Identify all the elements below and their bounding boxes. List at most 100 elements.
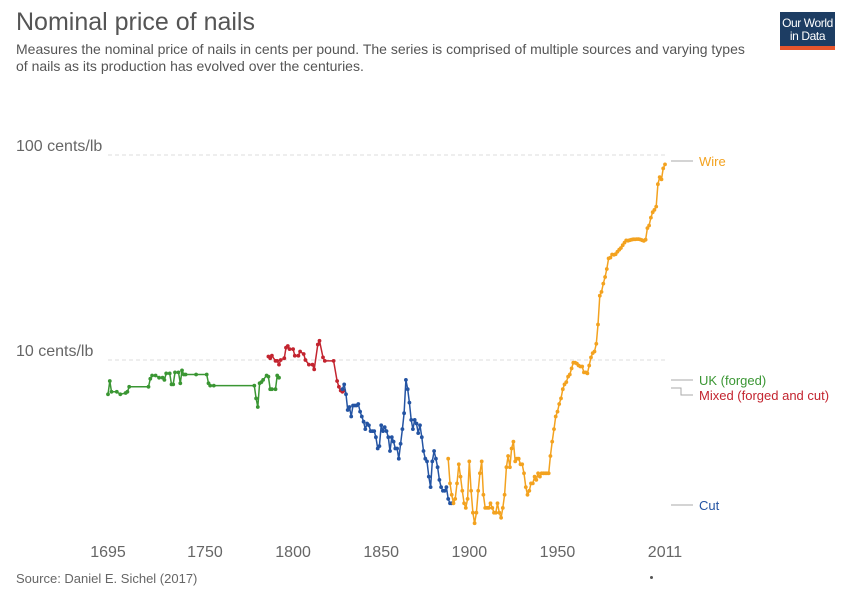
data-point-wire[interactable] (567, 372, 572, 377)
data-point-cut[interactable] (382, 425, 387, 430)
data-point-uk-forged[interactable] (183, 372, 188, 377)
data-point-cut[interactable] (349, 414, 354, 419)
data-point-cut[interactable] (377, 444, 382, 448)
data-point-cut[interactable] (398, 441, 403, 446)
end-label-uk-forged[interactable]: UK (forged) (699, 373, 766, 388)
data-point-uk-forged[interactable] (277, 375, 281, 380)
data-point-wire[interactable] (490, 506, 495, 510)
data-point-cut[interactable] (345, 408, 350, 412)
data-point-cut[interactable] (425, 459, 429, 464)
data-point-uk-forged[interactable] (178, 381, 183, 386)
data-point-wire[interactable] (476, 488, 481, 493)
data-point-wire[interactable] (493, 510, 498, 515)
data-point-mixed-forged-and-cut[interactable] (296, 353, 301, 358)
data-point-uk-forged[interactable] (266, 374, 271, 379)
data-point-wire[interactable] (488, 501, 493, 506)
data-point-wire[interactable] (603, 275, 607, 279)
data-point-cut[interactable] (411, 427, 415, 431)
data-point-wire[interactable] (550, 439, 555, 444)
data-point-mixed-forged-and-cut[interactable] (335, 379, 339, 383)
data-point-uk-forged[interactable] (204, 372, 209, 377)
data-point-uk-forged[interactable] (114, 389, 119, 394)
data-point-wire[interactable] (499, 515, 503, 520)
data-point-wire[interactable] (599, 290, 604, 294)
data-point-wire[interactable] (471, 510, 475, 515)
data-point-mixed-forged-and-cut[interactable] (337, 384, 341, 389)
data-point-wire[interactable] (463, 506, 468, 510)
data-point-uk-forged[interactable] (208, 383, 213, 388)
data-point-wire[interactable] (523, 485, 528, 489)
data-point-cut[interactable] (402, 411, 406, 416)
data-point-cut[interactable] (386, 435, 391, 440)
data-point-wire[interactable] (525, 492, 530, 497)
data-point-wire[interactable] (530, 481, 535, 486)
data-point-cut[interactable] (444, 485, 449, 489)
data-point-cut[interactable] (421, 449, 426, 453)
data-point-cut[interactable] (439, 485, 443, 489)
data-point-wire[interactable] (557, 402, 562, 406)
data-point-wire[interactable] (486, 506, 491, 510)
data-point-uk-forged[interactable] (180, 368, 184, 373)
data-point-wire[interactable] (474, 510, 479, 515)
data-point-wire[interactable] (560, 387, 565, 392)
data-point-wire[interactable] (500, 506, 505, 510)
data-point-uk-forged[interactable] (118, 392, 123, 397)
data-point-uk-forged[interactable] (176, 370, 181, 375)
data-point-uk-forged[interactable] (146, 384, 151, 389)
data-point-wire[interactable] (594, 341, 599, 346)
data-point-cut[interactable] (414, 421, 419, 426)
data-point-wire[interactable] (467, 459, 472, 464)
data-point-wire[interactable] (508, 465, 512, 470)
data-point-cut[interactable] (374, 435, 378, 440)
data-point-wire[interactable] (553, 414, 558, 419)
data-point-uk-forged[interactable] (164, 371, 169, 376)
data-point-wire[interactable] (596, 322, 600, 327)
data-point-uk-forged[interactable] (211, 383, 216, 388)
data-point-wire[interactable] (654, 204, 659, 209)
data-point-mixed-forged-and-cut[interactable] (301, 352, 306, 356)
data-point-cut[interactable] (423, 456, 428, 461)
data-point-uk-forged[interactable] (162, 378, 167, 382)
owid-logo[interactable]: Our World in Data (780, 12, 835, 50)
data-point-cut[interactable] (430, 459, 435, 464)
data-point-wire[interactable] (497, 510, 502, 515)
data-point-mixed-forged-and-cut[interactable] (285, 344, 290, 348)
data-point-uk-forged[interactable] (153, 373, 158, 378)
data-point-cut[interactable] (367, 423, 371, 428)
data-point-wire[interactable] (504, 465, 509, 470)
data-point-mixed-forged-and-cut[interactable] (307, 362, 311, 367)
data-point-wire[interactable] (619, 246, 623, 250)
data-point-cut[interactable] (418, 423, 422, 428)
end-label-mixed-forged-and-cut[interactable]: Mixed (forged and cut) (699, 388, 829, 403)
data-point-mixed-forged-and-cut[interactable] (278, 358, 283, 362)
data-point-cut[interactable] (428, 485, 433, 489)
data-point-wire[interactable] (502, 492, 507, 497)
data-point-mixed-forged-and-cut[interactable] (322, 359, 327, 363)
data-point-wire[interactable] (587, 363, 592, 368)
data-point-mixed-forged-and-cut[interactable] (321, 355, 325, 360)
data-point-wire[interactable] (564, 380, 569, 384)
data-point-cut[interactable] (437, 478, 442, 482)
data-point-wire[interactable] (536, 471, 540, 476)
data-point-wire[interactable] (522, 471, 526, 476)
data-point-cut[interactable] (396, 456, 401, 461)
data-point-uk-forged[interactable] (125, 389, 130, 394)
data-point-wire[interactable] (453, 497, 458, 501)
data-point-wire[interactable] (460, 488, 465, 493)
data-point-mixed-forged-and-cut[interactable] (275, 359, 280, 363)
data-point-uk-forged[interactable] (106, 392, 110, 397)
data-point-wire[interactable] (552, 427, 556, 431)
data-point-wire[interactable] (580, 364, 585, 369)
data-point-wire[interactable] (604, 267, 609, 271)
data-point-cut[interactable] (419, 435, 424, 440)
data-point-cut[interactable] (404, 378, 408, 382)
data-point-cut[interactable] (435, 465, 440, 470)
data-point-mixed-forged-and-cut[interactable] (317, 338, 322, 343)
data-point-wire[interactable] (462, 501, 466, 506)
data-point-mixed-forged-and-cut[interactable] (282, 356, 287, 361)
data-point-cut[interactable] (409, 418, 414, 422)
data-point-cut[interactable] (344, 392, 348, 397)
data-point-wire[interactable] (597, 293, 602, 298)
data-point-wire[interactable] (516, 456, 521, 461)
data-point-cut[interactable] (405, 387, 410, 392)
